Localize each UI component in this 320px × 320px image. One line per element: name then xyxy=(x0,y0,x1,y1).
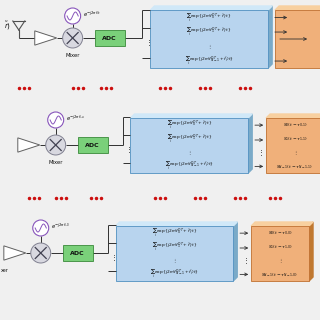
FancyBboxPatch shape xyxy=(150,10,268,68)
FancyBboxPatch shape xyxy=(131,118,248,173)
Polygon shape xyxy=(35,31,57,45)
Text: $S_{N-1}(t-\tau_{N-1,1})$: $S_{N-1}(t-\tau_{N-1,1})$ xyxy=(276,163,314,171)
Text: $\vdots$: $\vdots$ xyxy=(278,257,282,265)
Polygon shape xyxy=(275,6,320,10)
Circle shape xyxy=(33,220,49,236)
Text: $\vdots$: $\vdots$ xyxy=(242,256,248,266)
Text: $\vdots$: $\vdots$ xyxy=(172,257,177,265)
Polygon shape xyxy=(251,222,313,226)
Text: $\sum_i \exp\{j2\pi(f_{N-1}^{DT}+\hat{f}_i)t\}$: $\sum_i \exp\{j2\pi(f_{N-1}^{DT}+\hat{f}… xyxy=(185,55,234,68)
Polygon shape xyxy=(18,138,40,152)
Polygon shape xyxy=(150,6,272,10)
Text: $\vdots$: $\vdots$ xyxy=(145,38,150,48)
Polygon shape xyxy=(268,6,272,68)
Polygon shape xyxy=(248,114,252,173)
Text: $\sum_i \exp\{j2\pi(f_0^{DT}+\hat{f}_i)t\}$: $\sum_i \exp\{j2\pi(f_0^{DT}+\hat{f}_i)t… xyxy=(166,119,212,132)
Text: $\sum_i \exp\{j2\pi(f_{N-1}^{DT}+\hat{f}_i)t\}$: $\sum_i \exp\{j2\pi(f_{N-1}^{DT}+\hat{f}… xyxy=(150,268,199,281)
FancyBboxPatch shape xyxy=(116,226,233,281)
Polygon shape xyxy=(266,114,320,118)
Circle shape xyxy=(65,8,81,24)
Circle shape xyxy=(48,112,64,128)
Text: $S_1(t-\tau_{1,1})$: $S_1(t-\tau_{1,1})$ xyxy=(283,135,308,143)
Text: $\sum_i \exp\{j2\pi(f_0^{DT}+\hat{f}_i)t\}$: $\sum_i \exp\{j2\pi(f_0^{DT}+\hat{f}_i)t… xyxy=(187,12,232,25)
Polygon shape xyxy=(309,222,313,281)
Circle shape xyxy=(63,28,83,48)
Polygon shape xyxy=(131,114,252,118)
FancyBboxPatch shape xyxy=(95,30,124,46)
Text: $\vdots$: $\vdots$ xyxy=(124,145,131,155)
Text: $\vdots$: $\vdots$ xyxy=(293,149,297,157)
Text: ADC: ADC xyxy=(85,142,100,148)
Text: ADC: ADC xyxy=(70,251,85,255)
Text: $\sum_i \exp\{j2\pi(f_1^{DT}+\hat{f}_i)t\}$: $\sum_i \exp\{j2\pi(f_1^{DT}+\hat{f}_i)t… xyxy=(166,133,212,146)
Polygon shape xyxy=(116,222,237,226)
Text: $S_1(t-\tau_{1,0})$: $S_1(t-\tau_{1,0})$ xyxy=(268,244,293,251)
Text: $\vdots$: $\vdots$ xyxy=(110,253,116,263)
Text: $e^{-j2\pi f_l t}$: $e^{-j2\pi f_l t}$ xyxy=(83,9,100,19)
Text: xer: xer xyxy=(1,268,9,273)
Text: Mixer: Mixer xyxy=(48,160,63,165)
Text: $\vdots$: $\vdots$ xyxy=(257,148,263,157)
FancyBboxPatch shape xyxy=(63,245,92,261)
Text: $\vdots$: $\vdots$ xyxy=(187,149,192,157)
FancyBboxPatch shape xyxy=(251,226,309,281)
Polygon shape xyxy=(4,246,26,260)
Text: $\vdots$: $\vdots$ xyxy=(207,43,212,51)
Text: $\tilde{r}$): $\tilde{r}$) xyxy=(4,20,11,32)
Circle shape xyxy=(31,243,51,263)
Polygon shape xyxy=(233,222,237,281)
Text: $S_{N-1}(t-\tau_{N-1,0})$: $S_{N-1}(t-\tau_{N-1,0})$ xyxy=(261,271,299,279)
Text: $\sum_i \exp\{j2\pi(f_1^{DT}+\hat{f}_i)t\}$: $\sum_i \exp\{j2\pi(f_1^{DT}+\hat{f}_i)t… xyxy=(187,26,232,39)
FancyBboxPatch shape xyxy=(275,10,320,68)
Text: $\sum_i \exp\{j2\pi(f_0^{DT}+\hat{f}_i)t\}$: $\sum_i \exp\{j2\pi(f_0^{DT}+\hat{f}_i)t… xyxy=(152,227,197,240)
Text: $S_0(t-\tau_{0,1})$: $S_0(t-\tau_{0,1})$ xyxy=(283,122,308,129)
FancyBboxPatch shape xyxy=(78,137,108,153)
Circle shape xyxy=(46,135,66,155)
Text: $\vdots$: $\vdots$ xyxy=(287,41,293,51)
Text: $e^{-j2\pi f_{l,0}}$: $e^{-j2\pi f_{l,0}}$ xyxy=(51,221,70,231)
Text: Mixer: Mixer xyxy=(65,53,80,58)
Text: ADC: ADC xyxy=(102,36,117,41)
Text: $\sum_i \exp\{j2\pi(f_{N-1}^{DT}+\hat{f}_i)t\}$: $\sum_i \exp\{j2\pi(f_{N-1}^{DT}+\hat{f}… xyxy=(165,160,214,173)
FancyBboxPatch shape xyxy=(266,118,320,173)
Text: $e^{-j2\pi f_{l,u}}$: $e^{-j2\pi f_{l,u}}$ xyxy=(66,113,85,123)
Text: $S_0(t-\tau_{0,0})$: $S_0(t-\tau_{0,0})$ xyxy=(268,230,293,237)
Text: $\sum_i \exp\{j2\pi(f_1^{DT}+\hat{f}_i)t\}$: $\sum_i \exp\{j2\pi(f_1^{DT}+\hat{f}_i)t… xyxy=(152,241,197,254)
